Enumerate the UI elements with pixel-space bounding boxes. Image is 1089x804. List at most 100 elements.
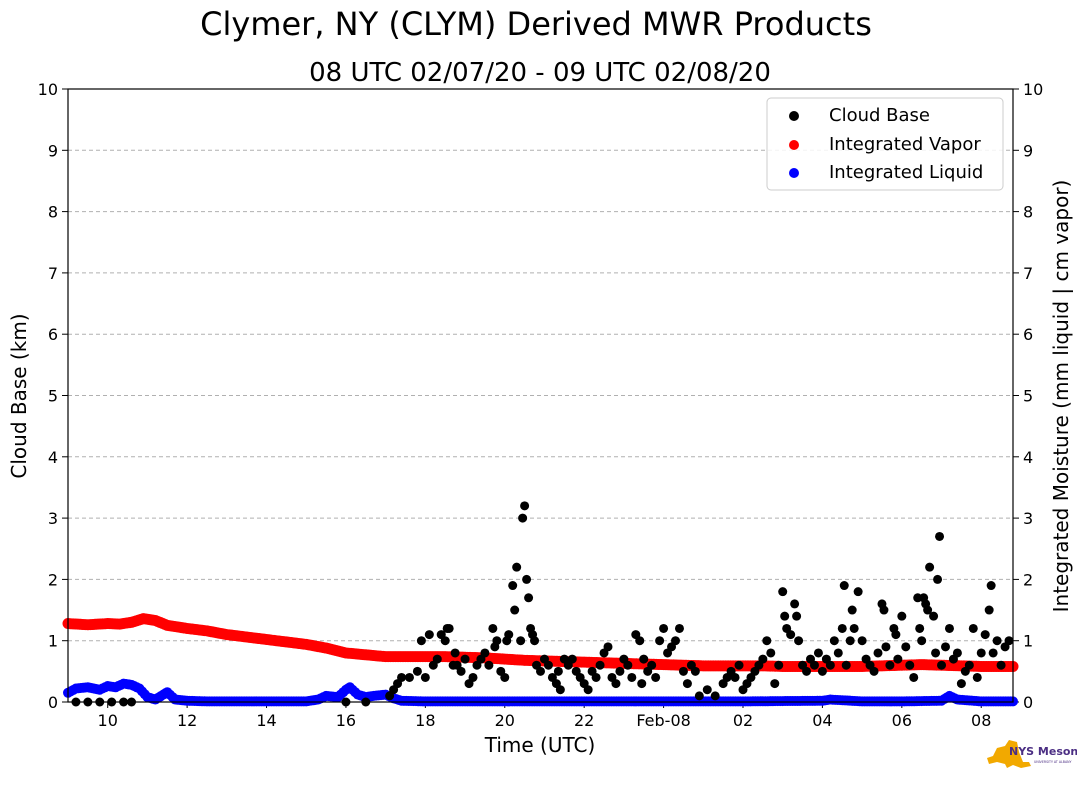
ny-state-shape-icon xyxy=(987,740,1031,768)
cloud-base-point xyxy=(480,648,490,658)
cloud-base-point xyxy=(416,636,426,646)
cloud-base-point xyxy=(567,654,577,664)
right-y-tick-label: 9 xyxy=(1023,141,1033,160)
cloud-base-point xyxy=(512,562,522,572)
x-tick-label: 06 xyxy=(892,711,912,730)
x-tick-label: Feb-08 xyxy=(636,711,690,730)
cloud-base-point xyxy=(937,660,947,670)
cloud-base-point xyxy=(424,630,434,640)
cloud-base-point xyxy=(841,660,851,670)
cloud-base-point xyxy=(500,672,510,682)
cloud-base-point xyxy=(420,672,430,682)
cloud-base-point xyxy=(674,623,684,633)
cloud-base-point xyxy=(901,642,911,652)
cloud-base-point xyxy=(909,672,919,682)
left-y-tick-label: 9 xyxy=(48,141,58,160)
left-y-tick-label: 6 xyxy=(48,325,58,344)
cloud-base-point xyxy=(893,654,903,664)
cloud-base-point xyxy=(885,660,895,670)
x-tick-label: 20 xyxy=(495,711,515,730)
right-y-tick-label: 5 xyxy=(1023,387,1033,406)
cloud-base-point xyxy=(905,660,915,670)
cloud-base-point xyxy=(404,672,414,682)
cloud-base-point xyxy=(432,654,442,664)
series-cloud-base xyxy=(71,501,1014,707)
cloud-base-point xyxy=(412,666,422,676)
left-y-tick-label: 8 xyxy=(48,203,58,222)
cloud-base-point xyxy=(591,672,601,682)
cloud-base-point xyxy=(639,654,649,664)
chart-title: Clymer, NY (CLYM) Derived MWR Products xyxy=(200,5,872,43)
cloud-base-point xyxy=(595,660,605,670)
grid-lines xyxy=(68,149,1013,642)
cloud-base-point xyxy=(671,636,680,646)
cloud-base-point xyxy=(456,666,466,676)
cloud-base-point xyxy=(460,654,470,664)
x-tick-label: 22 xyxy=(574,711,594,730)
cloud-base-point xyxy=(792,611,802,621)
cloud-base-point xyxy=(484,660,494,670)
cloud-base-point xyxy=(1004,636,1014,646)
cloud-base-point xyxy=(988,648,998,658)
right-y-tick-label: 10 xyxy=(1023,80,1043,99)
cloud-base-point xyxy=(397,672,407,682)
cloud-base-point xyxy=(976,648,986,658)
cloud-base-point xyxy=(929,611,939,621)
cloud-base-point xyxy=(762,636,772,646)
cloud-base-point xyxy=(931,648,941,658)
left-y-tick-label: 7 xyxy=(48,264,58,283)
left-y-ticks: 0 1 2 3 4 5 6 7 8 9 10 xyxy=(38,80,68,712)
x-tick-label: 12 xyxy=(177,711,197,730)
left-y-tick-label: 5 xyxy=(48,387,58,406)
legend-frame xyxy=(766,97,1004,191)
cloud-base-point xyxy=(857,636,867,646)
cloud-base-point xyxy=(952,648,962,658)
right-y-tick-label: 6 xyxy=(1023,325,1033,344)
cloud-base-point xyxy=(881,642,891,652)
logo-subtext: UNIVERSITY AT ALBANY xyxy=(1034,760,1072,764)
cloud-base-point xyxy=(829,636,839,646)
cloud-base-point xyxy=(468,672,478,682)
right-y-tick-label: 1 xyxy=(1023,632,1033,651)
x-tick-label: 14 xyxy=(256,711,276,730)
cloud-base-point xyxy=(837,623,847,633)
cloud-base-point xyxy=(790,599,800,609)
cloud-base-point xyxy=(603,642,613,652)
cloud-base-point xyxy=(623,660,633,670)
legend-label-integrated-liquid: Integrated Liquid xyxy=(829,162,983,183)
right-y-tick-label: 0 xyxy=(1023,693,1033,712)
cloud-base-point xyxy=(813,648,823,658)
cloud-base-point xyxy=(774,660,784,670)
left-y-tick-label: 4 xyxy=(48,448,58,467)
legend: Cloud Base Integrated Vapor Integrated L… xyxy=(766,97,1004,191)
cloud-base-point xyxy=(786,630,796,640)
x-axis-label: Time (UTC) xyxy=(484,733,596,757)
cloud-base-point xyxy=(825,660,835,670)
right-y-tick-label: 4 xyxy=(1023,448,1033,467)
cloud-base-point xyxy=(869,666,879,676)
cloud-base-point xyxy=(553,666,563,676)
cloud-base-point xyxy=(853,587,863,597)
legend-marker-integrated-liquid xyxy=(789,168,799,178)
x-ticks: 10 12 14 16 18 20 22 Feb-08 02 04 06 08 xyxy=(98,702,991,730)
cloud-base-point xyxy=(543,660,553,670)
cloud-base-point xyxy=(817,666,827,676)
right-y-tick-label: 8 xyxy=(1023,203,1033,222)
x-tick-label: 08 xyxy=(971,711,991,730)
left-y-tick-label: 2 xyxy=(48,570,58,589)
x-tick-label: 16 xyxy=(336,711,356,730)
legend-label-integrated-vapor: Integrated Vapor xyxy=(829,134,981,155)
cloud-base-point xyxy=(996,660,1006,670)
cloud-base-point xyxy=(839,581,849,591)
chart-subtitle: 08 UTC 02/07/20 - 09 UTC 02/08/20 xyxy=(309,58,771,88)
cloud-base-point xyxy=(845,636,855,646)
cloud-base-point xyxy=(611,679,621,689)
cloud-base-point xyxy=(518,513,528,523)
left-y-tick-label: 0 xyxy=(48,693,58,712)
cloud-base-point xyxy=(992,636,1002,646)
cloud-base-point xyxy=(655,636,665,646)
cloud-base-point xyxy=(847,605,857,615)
cloud-base-point xyxy=(972,672,982,682)
cloud-base-point xyxy=(690,666,700,676)
x-tick-label: 10 xyxy=(98,711,118,730)
